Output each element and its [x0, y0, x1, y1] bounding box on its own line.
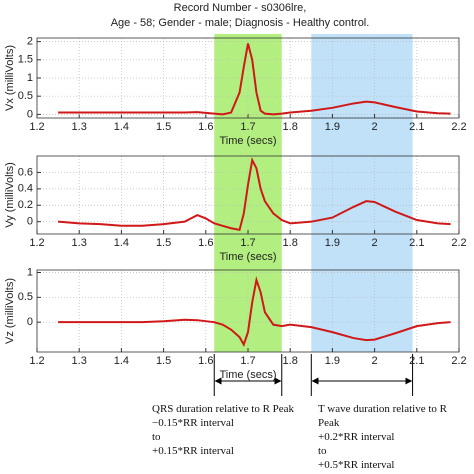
- x-tick-label: 1.7: [240, 237, 255, 249]
- title-line: Record Number - s0306lre,: [174, 2, 307, 14]
- y-axis-label: Vy (milliVolts): [4, 162, 16, 228]
- y-tick-label: 0.2: [18, 199, 33, 211]
- x-tick-label: 1.6: [198, 355, 213, 367]
- x-tick-label: 2.1: [409, 355, 424, 367]
- x-tick-label: 1.2: [29, 121, 44, 133]
- y-tick-label: 0: [27, 316, 33, 328]
- y-axis-label: Vx (milliVolts): [4, 45, 16, 111]
- y-tick-label: 0.6: [18, 166, 33, 178]
- x-tick-label: 2: [372, 121, 378, 133]
- x-tick-label: 2.1: [409, 121, 424, 133]
- annotation: T wave duration relative to R Peak +0.2*R…: [318, 402, 468, 472]
- x-axis-label: Time (secs): [219, 251, 276, 263]
- y-tick-label: 0: [27, 216, 33, 228]
- y-axis-label: Vz (milliVolts): [4, 278, 16, 344]
- x-tick-label: 1.4: [114, 237, 129, 249]
- x-tick-label: 1.8: [283, 237, 298, 249]
- plot-frame: [36, 155, 460, 235]
- annotation-line: +0.5*RR interval: [318, 459, 395, 471]
- plot-frame: [36, 269, 460, 353]
- x-tick-label: 2.2: [451, 237, 466, 249]
- x-tick-label: 1.9: [325, 121, 340, 133]
- annotation-line: −0.15*RR interval: [152, 417, 234, 429]
- series-line: [58, 276, 451, 347]
- y-tick-label: 0.5: [18, 291, 33, 303]
- x-tick-label: 1.3: [72, 355, 87, 367]
- annotation-line: to: [152, 431, 161, 443]
- x-tick-label: 1.3: [72, 237, 87, 249]
- x-tick-label: 1.2: [29, 355, 44, 367]
- x-tick-label: 2.2: [451, 355, 466, 367]
- x-tick-label: 1.5: [156, 355, 171, 367]
- y-tick-label: 0.4: [18, 183, 33, 195]
- x-tick-label: 1.5: [156, 237, 171, 249]
- annotation-line: +0.15*RR interval: [152, 445, 234, 457]
- x-tick-label: 2.2: [451, 121, 466, 133]
- annotation-line: QRS duration relative to R Peak: [152, 403, 295, 415]
- x-tick-label: 1.7: [240, 121, 255, 133]
- x-tick-label: 2: [372, 237, 378, 249]
- y-tick-label: 1.5: [18, 54, 33, 66]
- x-tick-label: 2.1: [409, 237, 424, 249]
- x-tick-label: 1.4: [114, 121, 129, 133]
- y-tick-label: 1: [27, 72, 33, 84]
- y-tick-label: 2: [27, 36, 33, 48]
- x-tick-label: 1.3: [72, 121, 87, 133]
- y-tick-label: 0.5: [18, 90, 33, 102]
- x-tick-label: 1.6: [198, 237, 213, 249]
- x-tick-label: 1.4: [114, 355, 129, 367]
- x-tick-label: 1.7: [240, 355, 255, 367]
- x-axis-label: Time (secs): [219, 369, 276, 381]
- annotation: QRS duration relative to R Peak −0.15*RR …: [152, 402, 302, 458]
- x-tick-label: 1.5: [156, 121, 171, 133]
- x-tick-label: 1.9: [325, 355, 340, 367]
- series-line: [58, 156, 451, 232]
- series-line: [58, 43, 451, 116]
- y-tick-label: 0: [27, 108, 33, 120]
- plot-frame: [36, 37, 460, 119]
- x-tick-label: 1.8: [283, 121, 298, 133]
- y-tick-label: 1: [27, 266, 33, 278]
- x-tick-label: 1.2: [29, 237, 44, 249]
- annotation-line: to: [318, 445, 327, 457]
- annotation-line: T wave duration relative to R Peak: [318, 403, 448, 429]
- x-tick-label: 1.9: [325, 237, 340, 249]
- annotation-line: +0.2*RR interval: [318, 431, 395, 443]
- highlight-band: [311, 34, 413, 352]
- x-tick-label: 2: [372, 355, 378, 367]
- x-tick-label: 1.8: [283, 355, 298, 367]
- title-line: Age - 58; Gender - male; Diagnosis - Hea…: [111, 17, 370, 29]
- x-tick-label: 1.6: [198, 121, 213, 133]
- x-axis-label: Time (secs): [219, 135, 276, 147]
